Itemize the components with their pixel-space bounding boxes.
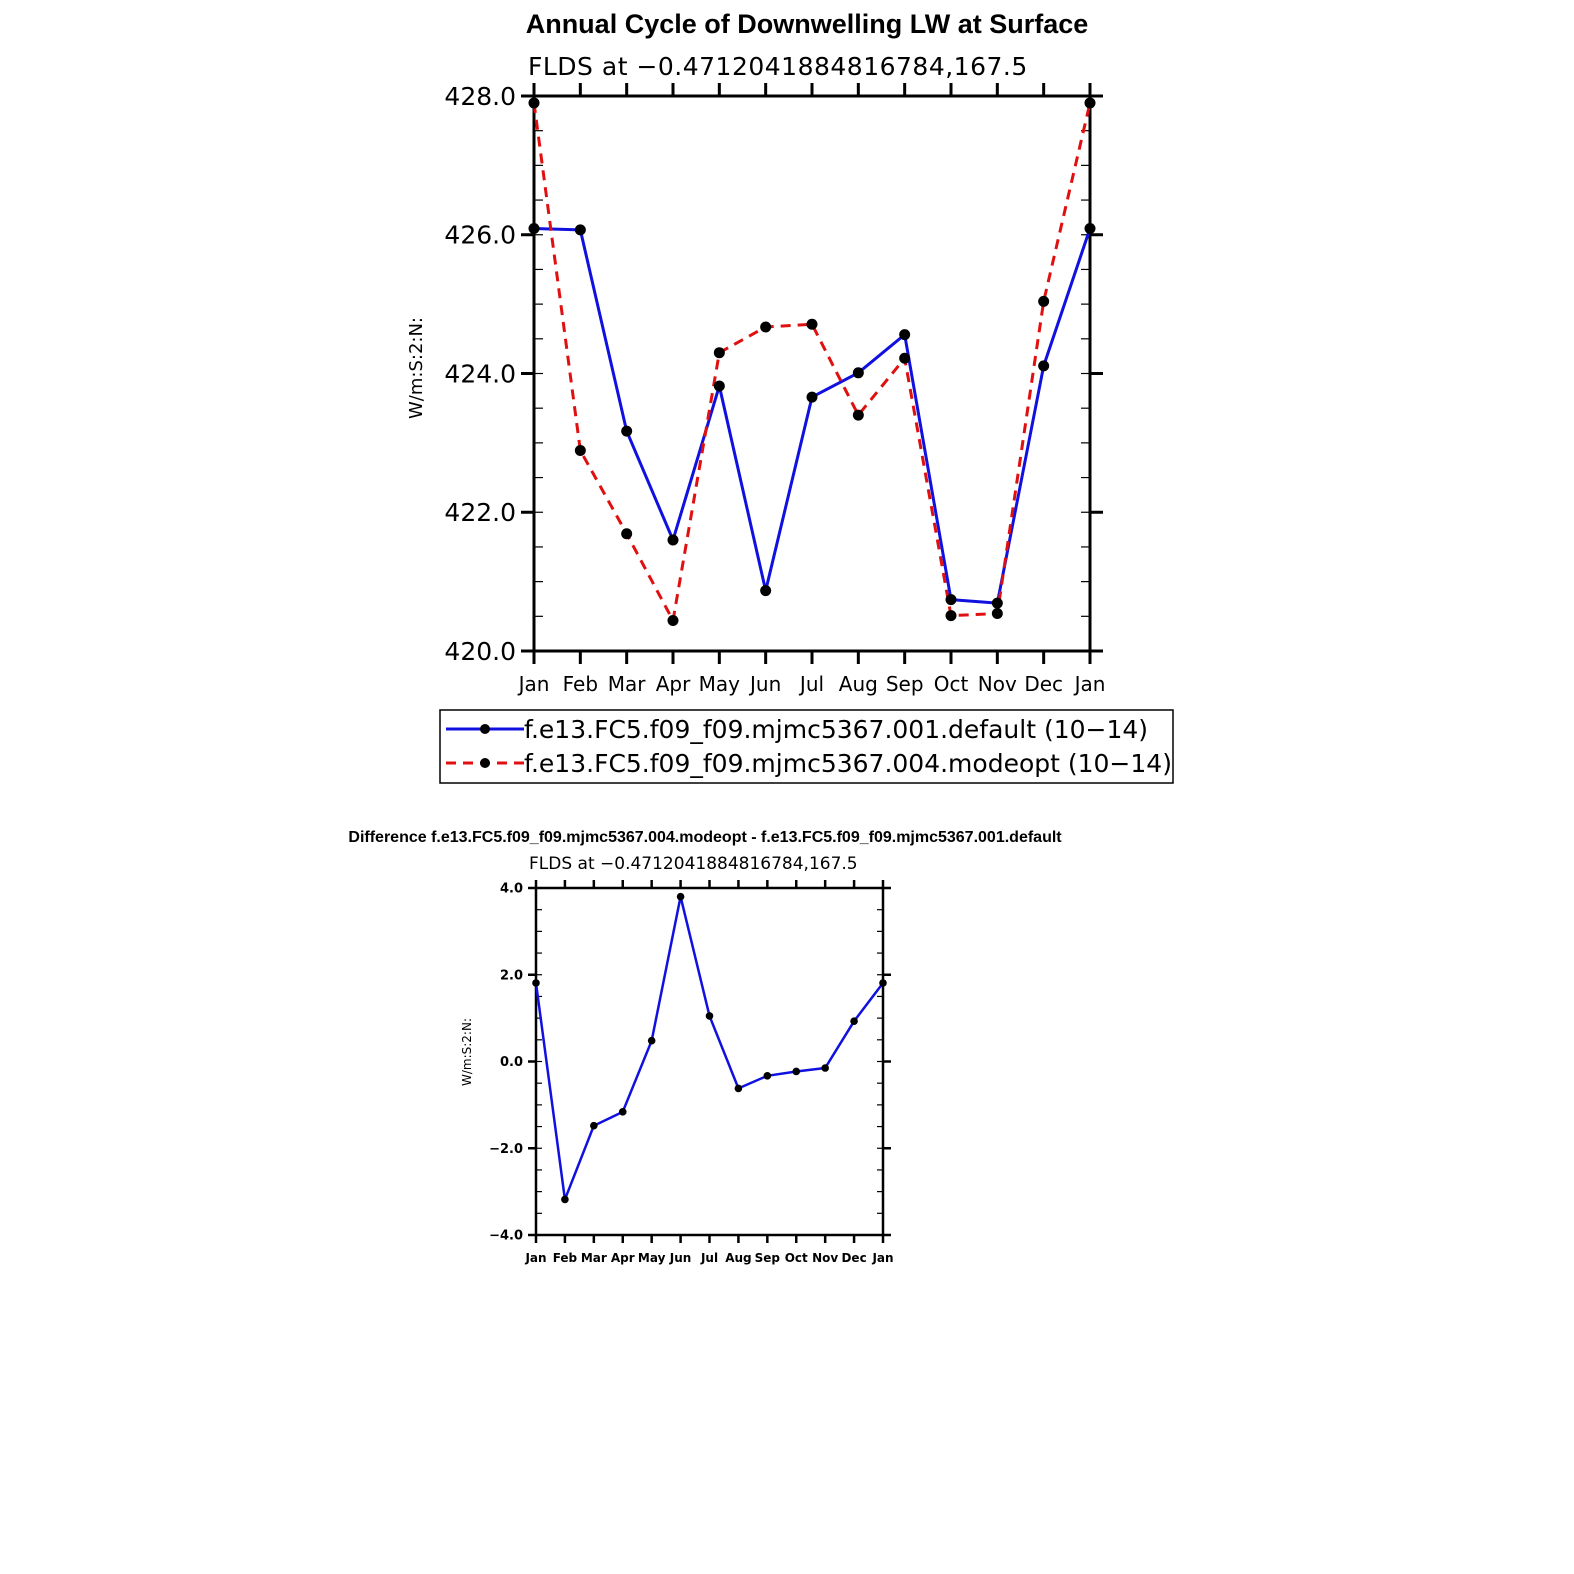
x-tick-label: Apr <box>611 1251 635 1265</box>
x-tick-label: Aug <box>725 1251 751 1265</box>
series-line-0 <box>534 895 884 1201</box>
data-point-0 <box>1038 360 1050 372</box>
data-point-0 <box>763 1072 772 1080</box>
data-point-0 <box>1084 223 1096 235</box>
data-point-1 <box>1084 97 1096 109</box>
chart2-series-layer <box>532 892 887 1204</box>
chart2-y-axis-label: W/m:S:2:N: <box>460 1018 474 1086</box>
series-line-1 <box>532 102 1092 622</box>
data-point-0 <box>852 367 864 379</box>
chart2-title: Difference f.e13.FC5.f09_f09.mjmc5367.00… <box>348 829 1062 846</box>
plot-frame <box>534 886 885 1237</box>
data-point-1 <box>528 97 540 109</box>
legend-label-default: f.e13.FC5.f09_f09.mjmc5367.001.default (… <box>524 715 1148 744</box>
data-point-1 <box>760 321 772 333</box>
chart1-y-axis-label: W/m:S:2:N: <box>406 317 427 419</box>
x-tick-label: Sep <box>755 1251 781 1265</box>
x-tick-label: Feb <box>553 1251 578 1265</box>
data-point-0 <box>618 1108 627 1116</box>
chart1-legend: f.e13.FC5.f09_f09.mjmc5367.001.default (… <box>439 709 1174 784</box>
x-tick-label: Dec <box>841 1251 866 1265</box>
x-tick-label: Oct <box>785 1251 808 1265</box>
legend-box <box>439 709 1174 784</box>
chart1-subtitle: FLDS at −0.4712041884816784,167.5 <box>528 52 1028 81</box>
x-tick-label: Aug <box>839 672 878 696</box>
y-tick-label: 422.0 <box>444 498 516 527</box>
chart1-axes: Jan Feb Mar Apr May Jun Jul Aug Sep Oct Nov Dec Jan4… <box>444 82 1105 696</box>
y-tick-label: 428.0 <box>444 82 516 111</box>
x-tick-label: Feb <box>563 672 598 696</box>
data-point-1 <box>713 347 725 359</box>
data-point-0 <box>850 1017 858 1025</box>
data-point-0 <box>760 585 772 597</box>
legend-marker-modeopt <box>480 758 490 768</box>
x-tick-label: Mar <box>608 672 647 696</box>
data-point-0 <box>713 380 725 392</box>
data-point-0 <box>821 1064 829 1072</box>
chart1-series-layer <box>528 97 1096 626</box>
data-point-1 <box>806 318 818 330</box>
y-tick-label: 426.0 <box>444 221 516 250</box>
data-point-0 <box>621 425 633 437</box>
x-tick-label: May <box>699 672 741 696</box>
legend-label-modeopt: f.e13.FC5.f09_f09.mjmc5367.004.modeopt (… <box>524 749 1172 778</box>
y-tick-label: 2.0 <box>500 968 523 983</box>
x-tick-label: Jan <box>1073 672 1106 696</box>
y-tick-label: 420.0 <box>444 637 516 666</box>
x-tick-label: Jun <box>669 1251 692 1265</box>
x-tick-label: Jan <box>517 672 550 696</box>
x-tick-label: Nov <box>978 672 1017 696</box>
chart2-subtitle: FLDS at −0.4712041884816784,167.5 <box>529 854 858 874</box>
data-point-1 <box>852 409 864 421</box>
x-tick-label: Jul <box>798 672 824 696</box>
data-point-0 <box>945 594 957 606</box>
data-point-0 <box>528 223 540 235</box>
data-point-0 <box>806 391 818 403</box>
chart1-title: Annual Cycle of Downwelling LW at Surfac… <box>526 9 1089 39</box>
data-point-0 <box>991 597 1003 609</box>
data-point-0 <box>647 1036 656 1045</box>
x-tick-label: Nov <box>812 1251 838 1265</box>
data-point-1 <box>667 614 679 626</box>
data-point-0 <box>676 892 685 901</box>
data-point-0 <box>667 534 679 546</box>
y-tick-label: 424.0 <box>444 359 516 388</box>
x-tick-label: Oct <box>934 672 969 696</box>
data-point-0 <box>899 329 911 341</box>
x-tick-label: Mar <box>581 1251 607 1265</box>
data-point-0 <box>574 224 586 236</box>
x-tick-label: Jun <box>748 672 781 696</box>
data-point-1 <box>621 528 633 540</box>
annual-cycle-chart: Annual Cycle of Downwelling LW at Surfac… <box>406 9 1174 784</box>
data-point-0 <box>734 1084 743 1093</box>
data-point-0 <box>532 979 540 987</box>
data-point-1 <box>1038 295 1050 307</box>
x-tick-label: May <box>638 1251 666 1265</box>
y-tick-label: −2.0 <box>489 1142 523 1157</box>
data-point-0 <box>561 1195 569 1204</box>
data-point-0 <box>879 979 887 987</box>
data-point-0 <box>705 1012 714 1020</box>
data-point-1 <box>991 608 1003 620</box>
x-tick-label: Jan <box>871 1251 893 1265</box>
data-point-1 <box>574 445 586 457</box>
chart2-axes: Jan Feb Mar Apr May Jun Jul Aug Sep Oct Nov Dec Jan−… <box>489 880 894 1265</box>
x-tick-label: Jan <box>524 1251 546 1265</box>
x-tick-label: Dec <box>1024 672 1063 696</box>
plot-frame <box>532 94 1092 653</box>
x-tick-label: Jul <box>700 1251 718 1265</box>
y-tick-label: 4.0 <box>500 882 523 897</box>
difference-chart: Difference f.e13.FC5.f09_f09.mjmc5367.00… <box>348 829 1062 1265</box>
data-point-0 <box>792 1067 801 1076</box>
data-point-1 <box>899 352 911 364</box>
data-point-0 <box>590 1121 598 1130</box>
x-tick-label: Apr <box>656 672 691 696</box>
y-tick-label: 0.0 <box>500 1055 523 1070</box>
y-tick-label: −4.0 <box>489 1229 523 1244</box>
legend-marker-default <box>480 724 490 734</box>
x-tick-label: Sep <box>886 672 924 696</box>
data-point-1 <box>945 610 957 622</box>
